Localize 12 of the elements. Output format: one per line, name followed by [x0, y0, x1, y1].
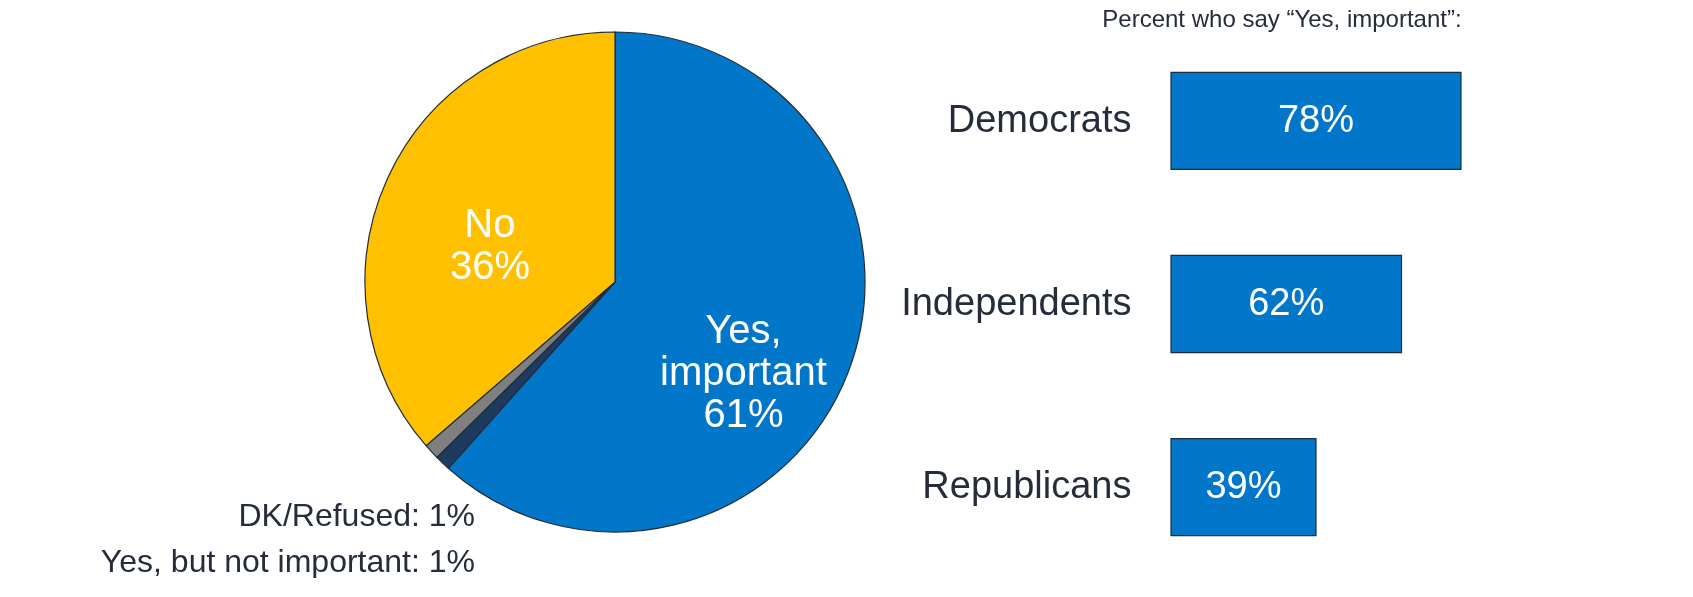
slice-label: DK/Refused: 1%	[238, 497, 475, 533]
y-tick-label: Democrats	[947, 97, 1132, 140]
data-label: 62%	[1248, 281, 1325, 323]
data-label: 39%	[1205, 464, 1282, 507]
y-tick-label: Republicans	[922, 464, 1132, 507]
y-tick-label: Independents	[901, 281, 1132, 323]
slice-label: No	[464, 200, 516, 245]
chart-title: Percent who say “Yes, important”:	[1102, 5, 1462, 32]
slice-label: Yes, but not important: 1%	[100, 543, 475, 579]
slice-label: Yes, important	[660, 307, 827, 394]
data-label: 78%	[1277, 97, 1355, 140]
data-label: 36%	[449, 242, 530, 287]
